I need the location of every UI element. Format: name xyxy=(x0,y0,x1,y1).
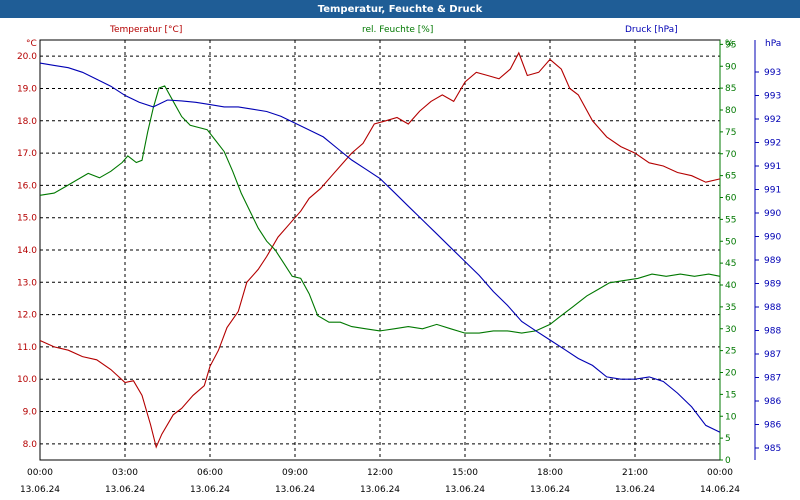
temperature-tick-label: 11.0 xyxy=(17,343,37,353)
x-tick-time-label: 12:00 xyxy=(367,468,393,478)
x-tick-date-label: 13.06.24 xyxy=(615,485,655,495)
pressure-tick-label: 986 xyxy=(764,421,781,431)
humidity-tick-label: 0 xyxy=(725,456,731,466)
temperature-tick-label: 10.0 xyxy=(17,375,37,385)
pressure-tick-label: 991 xyxy=(764,162,781,172)
pressure-tick-label: 987 xyxy=(764,350,781,360)
x-tick-date-label: 13.06.24 xyxy=(445,485,485,495)
temperature-tick-label: 20.0 xyxy=(17,52,37,62)
pressure-tick-label: 989 xyxy=(764,280,781,290)
x-tick-time-label: 09:00 xyxy=(282,468,308,478)
humidity-tick-label: 75 xyxy=(725,128,736,138)
temperature-tick-label: 15.0 xyxy=(17,214,37,224)
humidity-tick-label: 20 xyxy=(725,369,737,379)
x-tick-time-label: 00:00 xyxy=(27,468,53,478)
pressure-tick-label: 992 xyxy=(764,115,781,125)
pressure-tick-label: 988 xyxy=(764,327,781,337)
humidity-tick-label: 25 xyxy=(725,347,736,357)
humidity-tick-label: 10 xyxy=(725,412,737,422)
series-line-pressure xyxy=(39,62,721,433)
pressure-axis-unit: hPa xyxy=(765,39,782,49)
legend-pressure: Druck [hPa] xyxy=(625,25,678,35)
x-tick-date-label: 13.06.24 xyxy=(190,485,230,495)
temperature-tick-label: 16.0 xyxy=(17,181,37,191)
temperature-tick-label: 18.0 xyxy=(17,117,37,127)
x-tick-time-label: 03:00 xyxy=(112,468,138,478)
pressure-tick-label: 989 xyxy=(764,256,781,266)
temperature-tick-label: 17.0 xyxy=(17,149,37,159)
humidity-axis-unit: % xyxy=(725,39,734,49)
x-tick-date-label: 13.06.24 xyxy=(360,485,400,495)
pressure-tick-label: 986 xyxy=(764,397,781,407)
legend-pressure-label: Druck [hPa] xyxy=(625,25,678,35)
legend-humidity: rel. Feuchte [%] xyxy=(362,25,433,35)
pressure-tick-label: 990 xyxy=(764,233,781,243)
humidity-tick-label: 55 xyxy=(725,215,736,225)
x-tick-time-label: 06:00 xyxy=(197,468,223,478)
humidity-tick-label: 15 xyxy=(725,390,736,400)
humidity-tick-label: 60 xyxy=(725,194,737,204)
temperature-tick-label: 12.0 xyxy=(17,311,37,321)
temperature-tick-label: 19.0 xyxy=(17,84,37,94)
x-tick-date-label: 13.06.24 xyxy=(20,485,60,495)
pressure-tick-label: 985 xyxy=(764,444,781,454)
pressure-tick-label: 990 xyxy=(764,209,781,219)
chart-title-bar: Temperatur, Feuchte & Druck xyxy=(0,0,800,18)
legend-humidity-label: rel. Feuchte [%] xyxy=(362,25,434,35)
pressure-tick-label: 992 xyxy=(764,139,781,149)
humidity-tick-label: 40 xyxy=(725,281,737,291)
pressure-tick-label: 987 xyxy=(764,374,781,384)
series-line-temperature xyxy=(39,51,721,449)
legend-temperature: Temperatur [°C] xyxy=(110,25,182,35)
temperature-tick-label: 14.0 xyxy=(17,246,37,256)
x-tick-time-label: 00:00 xyxy=(707,468,733,478)
humidity-tick-label: 45 xyxy=(725,259,736,269)
temperature-tick-label: 13.0 xyxy=(17,278,37,288)
x-tick-date-label: 14.06.24 xyxy=(700,485,740,495)
temperature-tick-label: 8.0 xyxy=(23,440,38,450)
pressure-tick-label: 993 xyxy=(764,68,781,78)
humidity-tick-label: 35 xyxy=(725,303,736,313)
humidity-tick-label: 90 xyxy=(725,62,737,72)
x-tick-time-label: 21:00 xyxy=(622,468,648,478)
series-line-humidity xyxy=(39,85,721,334)
x-tick-time-label: 15:00 xyxy=(452,468,478,478)
humidity-tick-label: 70 xyxy=(725,150,737,160)
x-tick-time-label: 18:00 xyxy=(537,468,563,478)
x-tick-date-label: 13.06.24 xyxy=(275,485,315,495)
pressure-tick-label: 991 xyxy=(764,186,781,196)
pressure-tick-label: 993 xyxy=(764,92,781,102)
temperature-tick-label: 9.0 xyxy=(23,408,38,418)
humidity-tick-label: 30 xyxy=(725,325,737,335)
chart-title: Temperatur, Feuchte & Druck xyxy=(317,3,483,15)
temperature-axis-unit: °C xyxy=(26,39,37,49)
legend-temperature-label: Temperatur [°C] xyxy=(110,25,183,35)
humidity-tick-label: 65 xyxy=(725,172,736,182)
humidity-tick-label: 95 xyxy=(725,40,736,50)
humidity-tick-label: 50 xyxy=(725,237,737,247)
x-tick-date-label: 13.06.24 xyxy=(530,485,570,495)
humidity-tick-label: 5 xyxy=(725,434,731,444)
humidity-tick-label: 85 xyxy=(725,84,736,94)
pressure-tick-label: 988 xyxy=(764,303,781,313)
humidity-tick-label: 80 xyxy=(725,106,737,116)
x-tick-date-label: 13.06.24 xyxy=(105,485,145,495)
